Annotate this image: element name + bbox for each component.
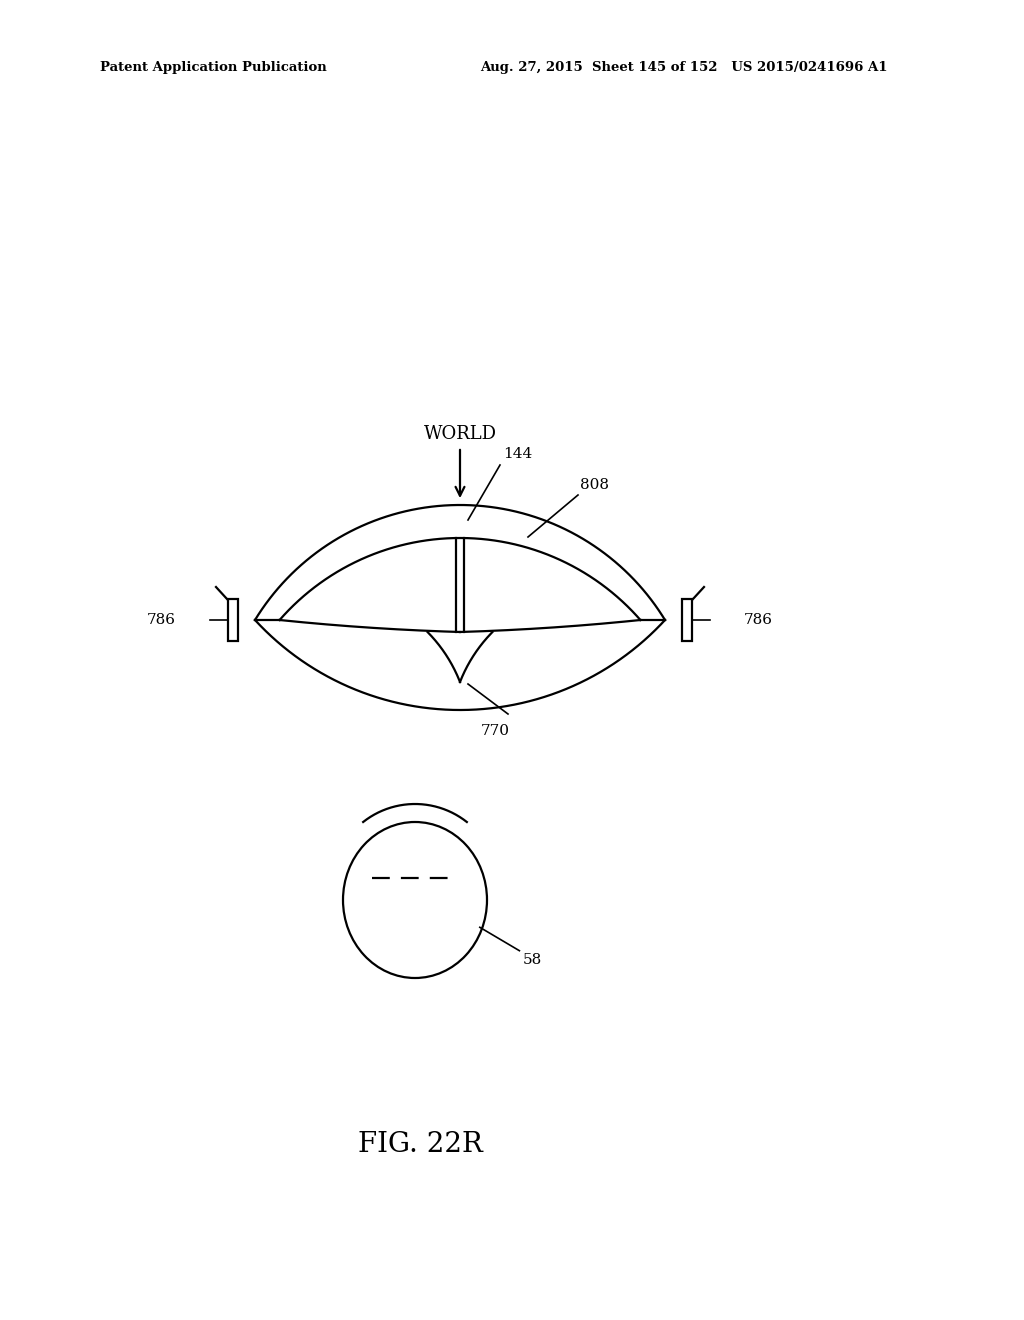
Text: 786: 786 <box>147 612 176 627</box>
Text: 144: 144 <box>503 447 532 461</box>
Text: 58: 58 <box>523 953 543 968</box>
Text: Aug. 27, 2015  Sheet 145 of 152   US 2015/0241696 A1: Aug. 27, 2015 Sheet 145 of 152 US 2015/0… <box>480 62 888 74</box>
Text: 770: 770 <box>480 723 510 738</box>
Text: WORLD: WORLD <box>424 425 497 444</box>
Text: FIG. 22R: FIG. 22R <box>357 1131 482 1159</box>
Text: Patent Application Publication: Patent Application Publication <box>100 62 327 74</box>
Text: 808: 808 <box>580 478 609 492</box>
Text: 786: 786 <box>744 612 773 627</box>
